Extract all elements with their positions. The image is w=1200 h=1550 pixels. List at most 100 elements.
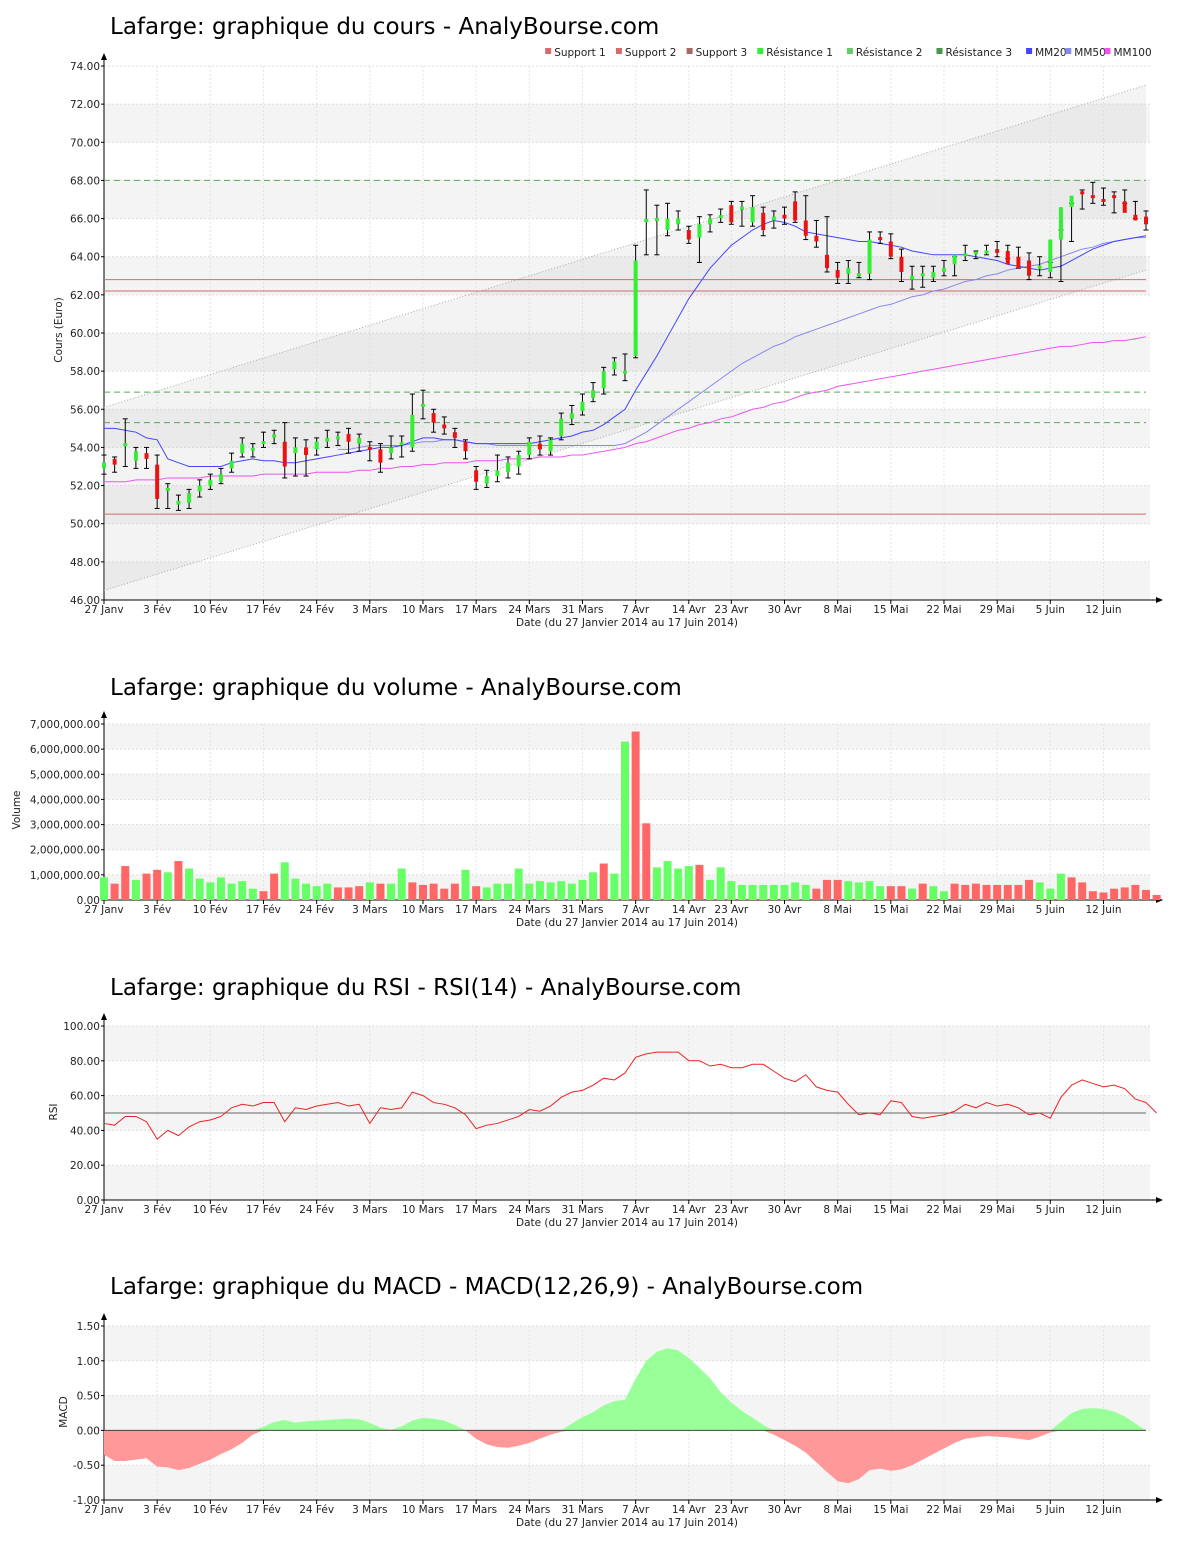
volume-bar xyxy=(1014,884,1023,900)
candle-body xyxy=(569,413,574,419)
volume-y-tick-label: 0.00 xyxy=(77,895,100,907)
volume-bar xyxy=(780,884,789,900)
legend-label: Support 1 xyxy=(554,47,606,59)
volume-x-tick-label: 3 Fév xyxy=(143,904,171,916)
candle-body xyxy=(654,218,659,222)
price-y-tick-label: 46.00 xyxy=(70,595,100,607)
rsi-x-tick-label: 30 Avr xyxy=(768,1204,802,1216)
macd-x-tick-label: 14 Avr xyxy=(672,1504,706,1516)
rsi-x-tick-label: 10 Mars xyxy=(402,1204,444,1216)
volume-bar xyxy=(185,868,194,900)
candle-body xyxy=(750,207,755,223)
volume-bar xyxy=(716,867,725,900)
price-legend: Support 1 Support 2 Support 3 Résistance 1 R… xyxy=(545,47,1152,59)
volume-bar xyxy=(216,877,225,900)
volume-bar xyxy=(1088,891,1097,900)
volume-bar xyxy=(1099,892,1108,900)
volume-bar xyxy=(610,873,619,900)
price-x-tick-label: 29 Mai xyxy=(980,604,1015,616)
volume-bar xyxy=(429,883,438,900)
volume-bar xyxy=(514,868,523,900)
rsi-y-tick-label: 100.00 xyxy=(63,1021,100,1033)
volume-bar xyxy=(238,881,247,900)
volume-bar xyxy=(1131,884,1140,900)
candle-body xyxy=(527,441,532,456)
candle-body xyxy=(633,260,638,356)
volume-bar xyxy=(408,882,417,900)
rsi-x-tick-label: 31 Mars xyxy=(561,1204,603,1216)
candle-body xyxy=(686,230,691,240)
rsi-x-tick-label: 7 Avr xyxy=(622,1204,650,1216)
legend-label: Support 2 xyxy=(625,47,677,59)
macd-positive-area xyxy=(104,1348,1146,1431)
price-x-tick-label: 3 Fév xyxy=(143,604,171,616)
volume-bar xyxy=(195,878,204,900)
legend-swatch xyxy=(1026,48,1033,54)
macd-x-tick-label: 22 Mai xyxy=(926,1504,961,1516)
rsi-y-axis-arrow xyxy=(101,1013,107,1020)
legend-swatch xyxy=(1065,48,1072,54)
volume-bar xyxy=(684,866,693,900)
volume-bar xyxy=(621,741,629,900)
price-y-axis-label: Cours (Euro) xyxy=(53,297,65,363)
macd-x-tick-label: 10 Fév xyxy=(193,1504,228,1516)
volume-x-tick-label: 24 Mars xyxy=(508,904,550,916)
macd-y-tick-label: -1.00 xyxy=(73,1495,100,1507)
volume-x-tick-label: 22 Mai xyxy=(926,904,961,916)
candle-body xyxy=(495,470,500,477)
macd-x-tick-label: 29 Mai xyxy=(980,1504,1015,1516)
candle-body xyxy=(112,458,117,465)
macd-x-tick-label: 24 Mars xyxy=(508,1504,550,1516)
rsi-x-tick-label: 14 Avr xyxy=(672,1204,706,1216)
price-grid-band xyxy=(104,180,1150,219)
rsi-x-tick-label: 22 Mai xyxy=(926,1204,961,1216)
price-y-tick-label: 52.00 xyxy=(70,481,100,493)
volume-bar xyxy=(100,877,108,900)
volume-bar xyxy=(674,868,683,900)
legend-swatch xyxy=(615,48,622,54)
price-y-tick-label: 50.00 xyxy=(70,519,100,531)
legend-swatch xyxy=(1104,48,1111,54)
candle-body xyxy=(133,451,138,461)
legend-label: Support 3 xyxy=(696,47,748,59)
candle-body xyxy=(580,401,585,412)
volume-bar xyxy=(365,882,374,900)
rsi-grid-band xyxy=(104,1165,1150,1200)
mm20-line xyxy=(104,219,1147,467)
candle-body xyxy=(325,437,330,442)
macd-x-tick-label: 12 Juin xyxy=(1085,1504,1121,1516)
price-x-tick-label: 23 Avr xyxy=(714,604,748,616)
price-x-tick-label: 24 Mars xyxy=(508,604,550,616)
candle-body xyxy=(1027,260,1032,276)
legend-swatch xyxy=(757,48,764,54)
price-x-tick-label: 31 Mars xyxy=(561,604,603,616)
rsi-y-tick-label: 80.00 xyxy=(70,1056,100,1068)
volume-x-tick-label: 5 Juin xyxy=(1036,904,1065,916)
candle-body xyxy=(814,235,819,242)
volume-bar xyxy=(153,869,162,900)
rsi-x-tick-label: 24 Mars xyxy=(508,1204,550,1216)
macd-y-tick-label: 1.00 xyxy=(77,1356,100,1368)
volume-x-tick-label: 15 Mai xyxy=(873,904,908,916)
candle-body xyxy=(314,441,319,450)
candle-body xyxy=(367,446,372,450)
rsi-x-tick-label: 27 Janv xyxy=(84,1204,123,1216)
price-chart-title: Lafarge: graphique du cours - AnalyBours… xyxy=(110,14,659,40)
candle-body xyxy=(250,447,255,451)
macd-grid-band xyxy=(104,1465,1150,1500)
macd-negative-area xyxy=(104,1430,1146,1484)
volume-bar xyxy=(323,883,332,900)
candle-body xyxy=(346,434,351,442)
candle-body xyxy=(718,215,723,219)
candle-body xyxy=(1122,201,1127,213)
volume-bar xyxy=(504,883,513,900)
rsi-y-tick-label: 40.00 xyxy=(70,1125,100,1137)
volume-bar xyxy=(174,861,183,900)
rsi-x-tick-label: 24 Fév xyxy=(299,1204,334,1216)
volume-bar xyxy=(567,883,576,900)
volume-bar xyxy=(1110,888,1119,900)
legend-label: MM50 xyxy=(1074,47,1105,59)
volume-x-tick-label: 14 Avr xyxy=(672,904,706,916)
price-x-tick-label: 30 Avr xyxy=(768,604,802,616)
volume-bar xyxy=(727,881,736,900)
